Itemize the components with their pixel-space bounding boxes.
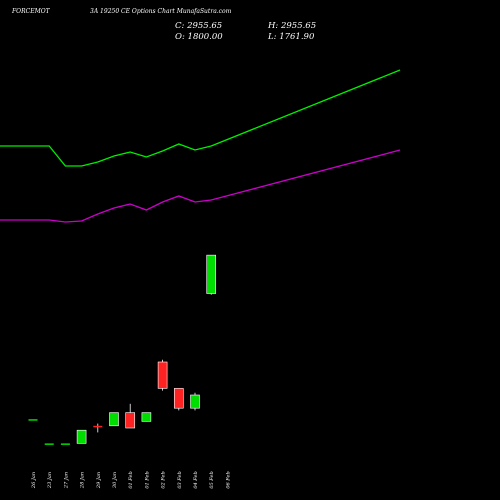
- candle-6: [109, 412, 119, 427]
- symbol-label: FORCEMOT: [11, 8, 51, 15]
- candle-body: [190, 394, 200, 409]
- candle-2: [44, 443, 54, 445]
- indicator-line-2: [0, 149, 401, 223]
- x-tick-label: 06 Feb: [225, 471, 231, 488]
- candle-body: [141, 412, 152, 422]
- indicator-line-1: [0, 69, 401, 167]
- open-value: O: 1800.00: [175, 32, 223, 42]
- candle-body: [174, 388, 184, 409]
- x-tick-label: 27 Jan: [63, 472, 69, 489]
- candle-body: [125, 412, 135, 429]
- candle-9: [157, 359, 168, 391]
- close-value: C: 2955.65: [175, 21, 222, 31]
- candle-12: [206, 254, 216, 295]
- indicator-lines: [0, 69, 401, 223]
- candle-body: [60, 443, 70, 445]
- candle-body: [93, 425, 103, 428]
- candle-10: [174, 388, 184, 411]
- x-axis-ticks: 26 Jan 23 Jan 27 Jan 28 Jan 29 Jan 30 Jan 01 F…: [31, 471, 231, 489]
- candle-body: [206, 254, 216, 294]
- x-tick-label: 03 Feb: [177, 471, 183, 488]
- candle-8: [141, 412, 152, 422]
- x-tick-label: 01 Feb: [128, 471, 134, 488]
- x-tick-label: 30 Jan: [112, 472, 118, 488]
- x-tick-label: 29 Jan: [96, 472, 102, 489]
- candle-1: [28, 419, 38, 421]
- candle-11: [190, 392, 200, 411]
- x-tick-label: 23 Jan: [47, 472, 53, 489]
- high-value: H: 2955.65: [267, 21, 316, 31]
- candle-body: [28, 419, 38, 421]
- candle-3: [60, 443, 70, 445]
- x-tick-label: 26 Jan: [31, 472, 37, 489]
- candlesticks: [28, 254, 216, 445]
- x-tick-label: 02 Feb: [161, 471, 167, 488]
- candle-4: [76, 429, 87, 444]
- x-tick-label: 04 Feb: [193, 471, 199, 488]
- candle-body: [44, 443, 54, 445]
- candle-7: [125, 403, 135, 429]
- low-value: L: 1761.90: [267, 32, 315, 42]
- candle-5: [93, 423, 103, 433]
- candle-body: [157, 361, 168, 389]
- chart-title: 3A 19250 CE Options Chart MunafaSutra.co…: [90, 8, 232, 15]
- x-tick-label: 05 Feb: [209, 471, 215, 488]
- x-tick-label: 01 Feb: [144, 471, 150, 488]
- candle-body: [76, 429, 87, 444]
- candle-body: [109, 412, 119, 427]
- x-tick-label: 28 Jan: [80, 472, 86, 489]
